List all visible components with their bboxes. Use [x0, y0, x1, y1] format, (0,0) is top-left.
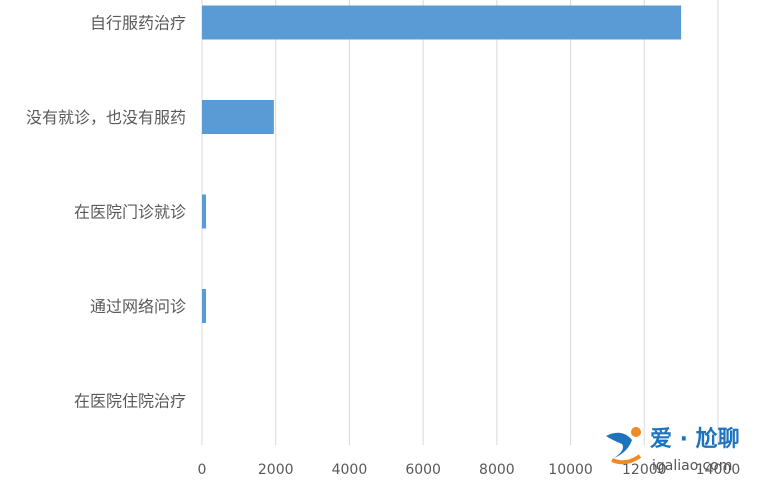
x-tick-label: 8000	[479, 462, 515, 478]
x-tick-label: 12000	[622, 462, 667, 478]
category-label: 自行服药治疗	[90, 14, 186, 33]
x-tick-label: 0	[198, 462, 207, 478]
category-label: 通过网络问诊	[90, 297, 186, 316]
x-tick-label: 6000	[405, 462, 441, 478]
x-tick-labels: 0 2000 4000 6000 8000 10000 12000 14000	[198, 462, 741, 478]
bars	[202, 5, 682, 323]
runner-icon	[606, 427, 642, 465]
category-label: 在医院住院治疗	[74, 392, 186, 411]
bar	[202, 100, 274, 134]
bar	[202, 194, 207, 229]
bar	[202, 289, 207, 323]
category-label: 在医院门诊就诊	[74, 203, 186, 222]
bar	[202, 5, 682, 40]
watermark-logo: 爱 · 尬聊 igaliao.com	[606, 426, 740, 474]
x-tick-label: 2000	[258, 462, 294, 478]
watermark-brand: 爱 · 尬聊	[650, 426, 740, 452]
x-tick-label: 10000	[548, 462, 593, 478]
category-label: 没有就诊，也没有服药	[26, 108, 186, 127]
x-tick-label: 14000	[696, 462, 741, 478]
watermark-url: igaliao.com	[652, 458, 732, 474]
grid-lines	[201, 0, 719, 445]
x-tick-label: 4000	[332, 462, 368, 478]
